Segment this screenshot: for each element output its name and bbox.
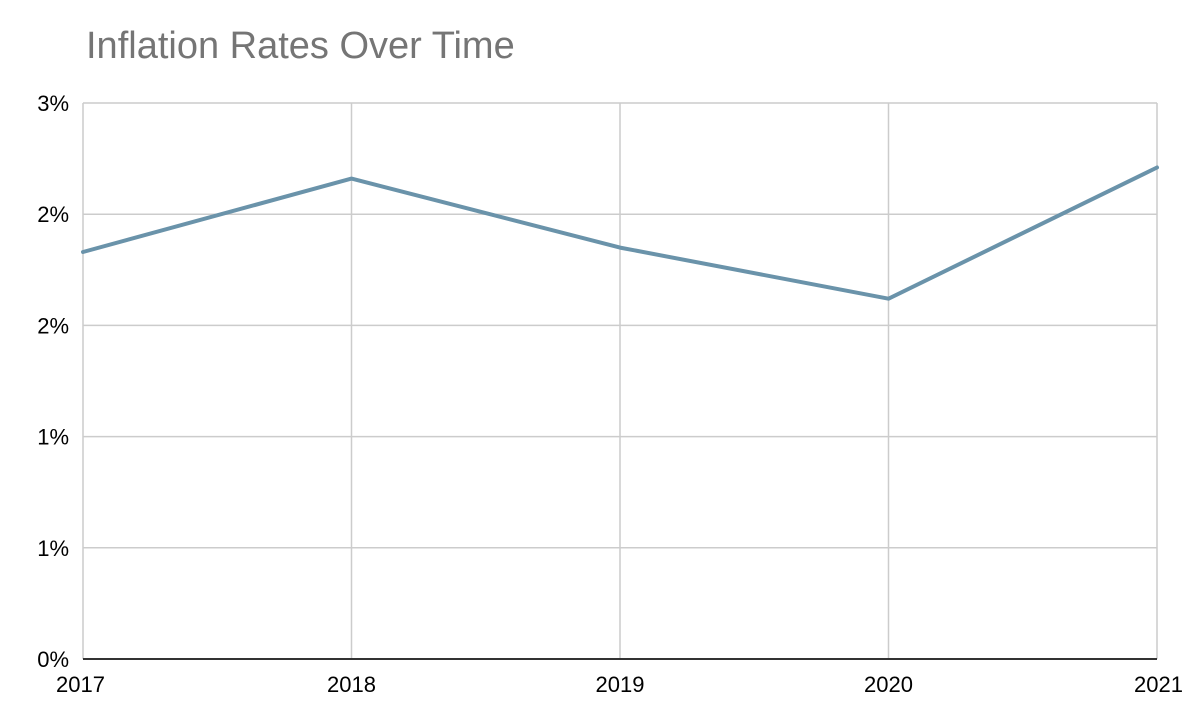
chart-title: Inflation Rates Over Time: [86, 25, 515, 67]
y-tick-label: 1%: [37, 536, 69, 561]
x-tick-label: 2018: [327, 672, 376, 697]
y-tick-label: 2%: [37, 202, 69, 227]
y-tick-label: 1%: [37, 425, 69, 450]
x-tick-label: 2017: [56, 672, 105, 697]
x-tick-label: 2019: [596, 672, 645, 697]
x-tick-label: 2021: [1134, 672, 1183, 697]
grid-layer: [82, 102, 1158, 659]
series-layer: [81, 165, 1159, 301]
y-tick-label: 3%: [37, 91, 69, 116]
y-tick-label: 0%: [37, 647, 69, 672]
x-tick-label: 2020: [864, 672, 913, 697]
y-tick-label: 2%: [37, 313, 69, 338]
tick-label-layer: 0% 1% 1% 2% 2% 3% 2017 2018 2019 2020 2021: [37, 91, 1183, 697]
